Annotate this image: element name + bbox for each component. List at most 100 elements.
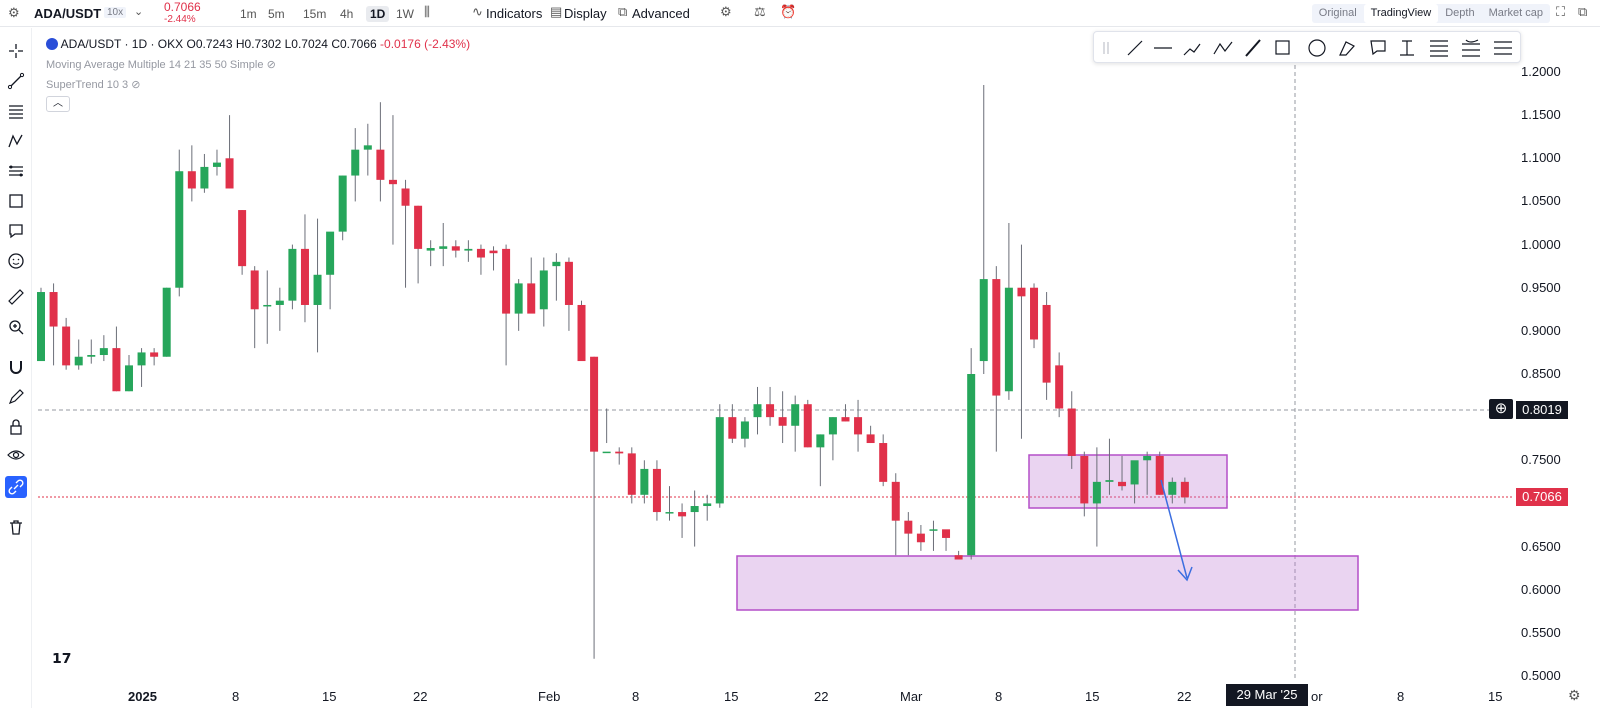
candle-down[interactable] (1055, 365, 1064, 409)
trash-icon[interactable] (5, 516, 27, 538)
candle-down[interactable] (778, 417, 787, 426)
stay-drawing-icon[interactable] (5, 386, 27, 408)
candle-up[interactable] (753, 404, 762, 418)
tab-tradingview[interactable]: TradingView (1363, 4, 1439, 23)
candle-up[interactable] (791, 404, 800, 426)
candle-up[interactable] (200, 166, 209, 189)
candle-up[interactable] (828, 417, 837, 435)
candle-down[interactable] (916, 533, 925, 543)
candle-up[interactable] (212, 162, 221, 167)
candle-up[interactable] (99, 348, 108, 356)
candle-down[interactable] (502, 248, 511, 314)
link-icon[interactable] (5, 476, 27, 498)
candle-down[interactable] (527, 283, 536, 314)
candle-down[interactable] (1155, 455, 1164, 495)
candle-down[interactable] (225, 158, 234, 189)
support-zone-box[interactable] (736, 555, 1359, 611)
candle-down[interactable] (904, 520, 913, 534)
candle-down[interactable] (489, 250, 498, 254)
trend-arrow-line[interactable] (1160, 479, 1188, 579)
tab-market-cap[interactable]: Market cap (1488, 7, 1543, 19)
candle-down[interactable] (376, 149, 385, 180)
candle-down[interactable] (954, 555, 963, 560)
candle-down[interactable] (1118, 481, 1127, 487)
text-note-icon[interactable] (5, 220, 27, 242)
candle-up[interactable] (87, 355, 96, 357)
symbol-name[interactable]: ADA/USDT (34, 6, 102, 21)
candle-up[interactable] (137, 352, 146, 366)
candle-down[interactable] (652, 468, 661, 513)
timeframe-5m[interactable]: 5m (268, 7, 285, 21)
candle-down[interactable] (841, 417, 850, 422)
candle-down[interactable] (1042, 304, 1051, 383)
candle-up[interactable] (288, 248, 297, 301)
timeframe-1d[interactable]: 1D (366, 6, 390, 22)
fib-retracement-icon[interactable] (5, 100, 27, 122)
tab-original[interactable]: Original (1318, 7, 1357, 19)
candle-down[interactable] (803, 404, 812, 448)
candle-up[interactable] (1130, 460, 1139, 485)
advanced-button[interactable]: Advanced (632, 6, 690, 21)
candle-down[interactable] (401, 188, 410, 206)
candle-up[interactable] (703, 503, 712, 507)
candle-down[interactable] (678, 512, 687, 517)
ruler-icon[interactable] (5, 286, 27, 308)
zoom-in-icon[interactable] (5, 316, 27, 338)
candle-up[interactable] (640, 468, 649, 495)
candle-up[interactable] (338, 175, 347, 232)
alert-icon[interactable]: ⏰ (780, 4, 797, 19)
add-alert-plus-icon[interactable]: ⊕ (1489, 399, 1513, 419)
candle-up[interactable] (690, 506, 699, 513)
candle-down[interactable] (150, 352, 159, 357)
emoji-icon[interactable] (5, 250, 27, 272)
candle-down[interactable] (854, 417, 863, 435)
eye-icon[interactable] (5, 444, 27, 466)
candle-up[interactable] (313, 274, 322, 305)
candle-down[interactable] (187, 171, 196, 189)
lock-icon[interactable] (5, 416, 27, 438)
fullscreen-icon[interactable]: ⛶ (1556, 4, 1566, 19)
candle-up[interactable] (929, 529, 938, 531)
candle-down[interactable] (250, 270, 259, 310)
candle-down[interactable] (564, 261, 573, 305)
candle-up[interactable] (1105, 480, 1114, 482)
candle-down[interactable] (476, 248, 485, 258)
candle-up[interactable] (363, 145, 372, 150)
indicator-moving-average[interactable]: Moving Average Multiple 14 21 35 50 Simp… (46, 58, 276, 71)
candle-down[interactable] (1030, 287, 1039, 340)
candle-up[interactable] (326, 231, 335, 275)
axis-settings-icon[interactable]: ⚙ (1568, 687, 1581, 703)
candle-type-icon[interactable]: ⫼ (424, 4, 430, 19)
candle-down[interactable] (728, 417, 737, 439)
candle-down[interactable] (615, 451, 624, 454)
candle-up[interactable] (74, 356, 83, 366)
candle-up[interactable] (602, 451, 611, 454)
candle-up[interactable] (539, 270, 548, 310)
candle-down[interactable] (891, 481, 900, 521)
eye-hidden-icon[interactable]: ⊘ (131, 79, 141, 91)
candle-down[interactable] (300, 248, 309, 305)
crosshair-icon[interactable] (5, 40, 27, 62)
chevron-down-icon[interactable]: ⌄ (134, 6, 144, 18)
magnet-icon[interactable] (5, 356, 27, 378)
candle-down[interactable] (112, 348, 121, 392)
candle-down[interactable] (1017, 287, 1026, 297)
timeframe-15m[interactable]: 15m (303, 7, 327, 21)
timeframe-4h[interactable]: 4h (340, 7, 354, 21)
display-button[interactable]: Display (564, 6, 607, 21)
candle-up[interactable] (439, 246, 448, 249)
candle-down[interactable] (942, 529, 951, 538)
collapse-legend-button[interactable]: ︿ (46, 96, 70, 112)
candle-up[interactable] (162, 287, 171, 357)
timeframe-1w[interactable]: 1W (396, 7, 414, 21)
candle-down[interactable] (62, 326, 71, 366)
settings-icon[interactable]: ⚙ (720, 4, 732, 19)
timeframe-1m[interactable]: 1m (240, 7, 257, 21)
candle-down[interactable] (1180, 481, 1189, 498)
candle-down[interactable] (590, 356, 599, 452)
candle-up[interactable] (1168, 481, 1177, 495)
rectangle-tool-icon[interactable] (5, 190, 27, 212)
candle-down[interactable] (866, 434, 875, 444)
indicators-button[interactable]: Indicators (486, 6, 543, 21)
